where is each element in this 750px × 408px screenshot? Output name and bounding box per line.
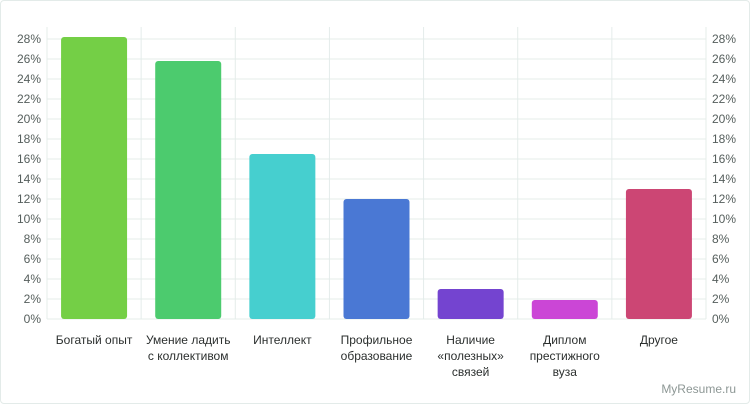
bar	[343, 199, 410, 319]
y-tick-label-left: 12%	[17, 192, 41, 206]
category-label: Диплом престижного вуза	[530, 333, 600, 379]
y-tick-label-left: 10%	[17, 212, 41, 226]
bar	[249, 154, 316, 319]
y-tick-label-right: 24%	[712, 72, 736, 86]
y-tick-label-left: 16%	[17, 152, 41, 166]
right-y-axis: 0% 2% 4% 6% 8% 10% 12% 14% 16% 18% 20% 22% 24% 26% 28%	[712, 32, 736, 326]
bar	[61, 37, 128, 319]
y-tick-label-right: 0%	[712, 312, 730, 326]
y-tick-label-right: 8%	[712, 232, 730, 246]
bars	[61, 37, 692, 319]
category-label: Богатый опыт	[56, 333, 133, 347]
y-tick-label-right: 12%	[712, 192, 736, 206]
y-tick-label-right: 28%	[712, 32, 736, 46]
category-label: Другое	[640, 333, 678, 347]
category-label: Интеллект	[253, 333, 312, 347]
category-label: Профильное образование	[341, 333, 413, 363]
y-tick-label-right: 2%	[712, 292, 730, 306]
y-tick-label-right: 6%	[712, 252, 730, 266]
y-tick-label-left: 26%	[17, 52, 41, 66]
bar	[625, 189, 692, 319]
y-tick-label-right: 4%	[712, 272, 730, 286]
y-tick-label-left: 6%	[24, 252, 42, 266]
y-tick-label-right: 22%	[712, 92, 736, 106]
bar	[155, 61, 222, 319]
y-tick-label-right: 10%	[712, 212, 736, 226]
bar	[437, 289, 504, 319]
y-tick-label-left: 0%	[24, 312, 42, 326]
y-tick-label-left: 2%	[24, 292, 42, 306]
bar	[531, 300, 598, 319]
y-tick-label-left: 14%	[17, 172, 41, 186]
y-tick-label-left: 28%	[17, 32, 41, 46]
y-tick-label-left: 24%	[17, 72, 41, 86]
category-label: Умение ладить с коллективом	[146, 333, 230, 363]
y-tick-label-right: 16%	[712, 152, 736, 166]
y-tick-label-right: 20%	[712, 112, 736, 126]
category-labels: Богатый опыт Умение ладить с коллективом Ин…	[56, 333, 679, 379]
y-tick-label-left: 18%	[17, 132, 41, 146]
y-tick-label-left: 8%	[24, 232, 42, 246]
y-tick-label-right: 14%	[712, 172, 736, 186]
watermark: MyResume.ru	[661, 382, 736, 396]
left-y-axis: 0% 2% 4% 6% 8% 10% 12% 14% 16% 18% 20% 22% 24% 26% 28%	[17, 32, 41, 326]
y-tick-label-left: 4%	[24, 272, 42, 286]
category-label: Наличие «полезных» связей	[437, 333, 504, 379]
y-tick-label-left: 22%	[17, 92, 41, 106]
y-tick-label-right: 26%	[712, 52, 736, 66]
y-tick-label-left: 20%	[17, 112, 41, 126]
y-tick-label-right: 18%	[712, 132, 736, 146]
